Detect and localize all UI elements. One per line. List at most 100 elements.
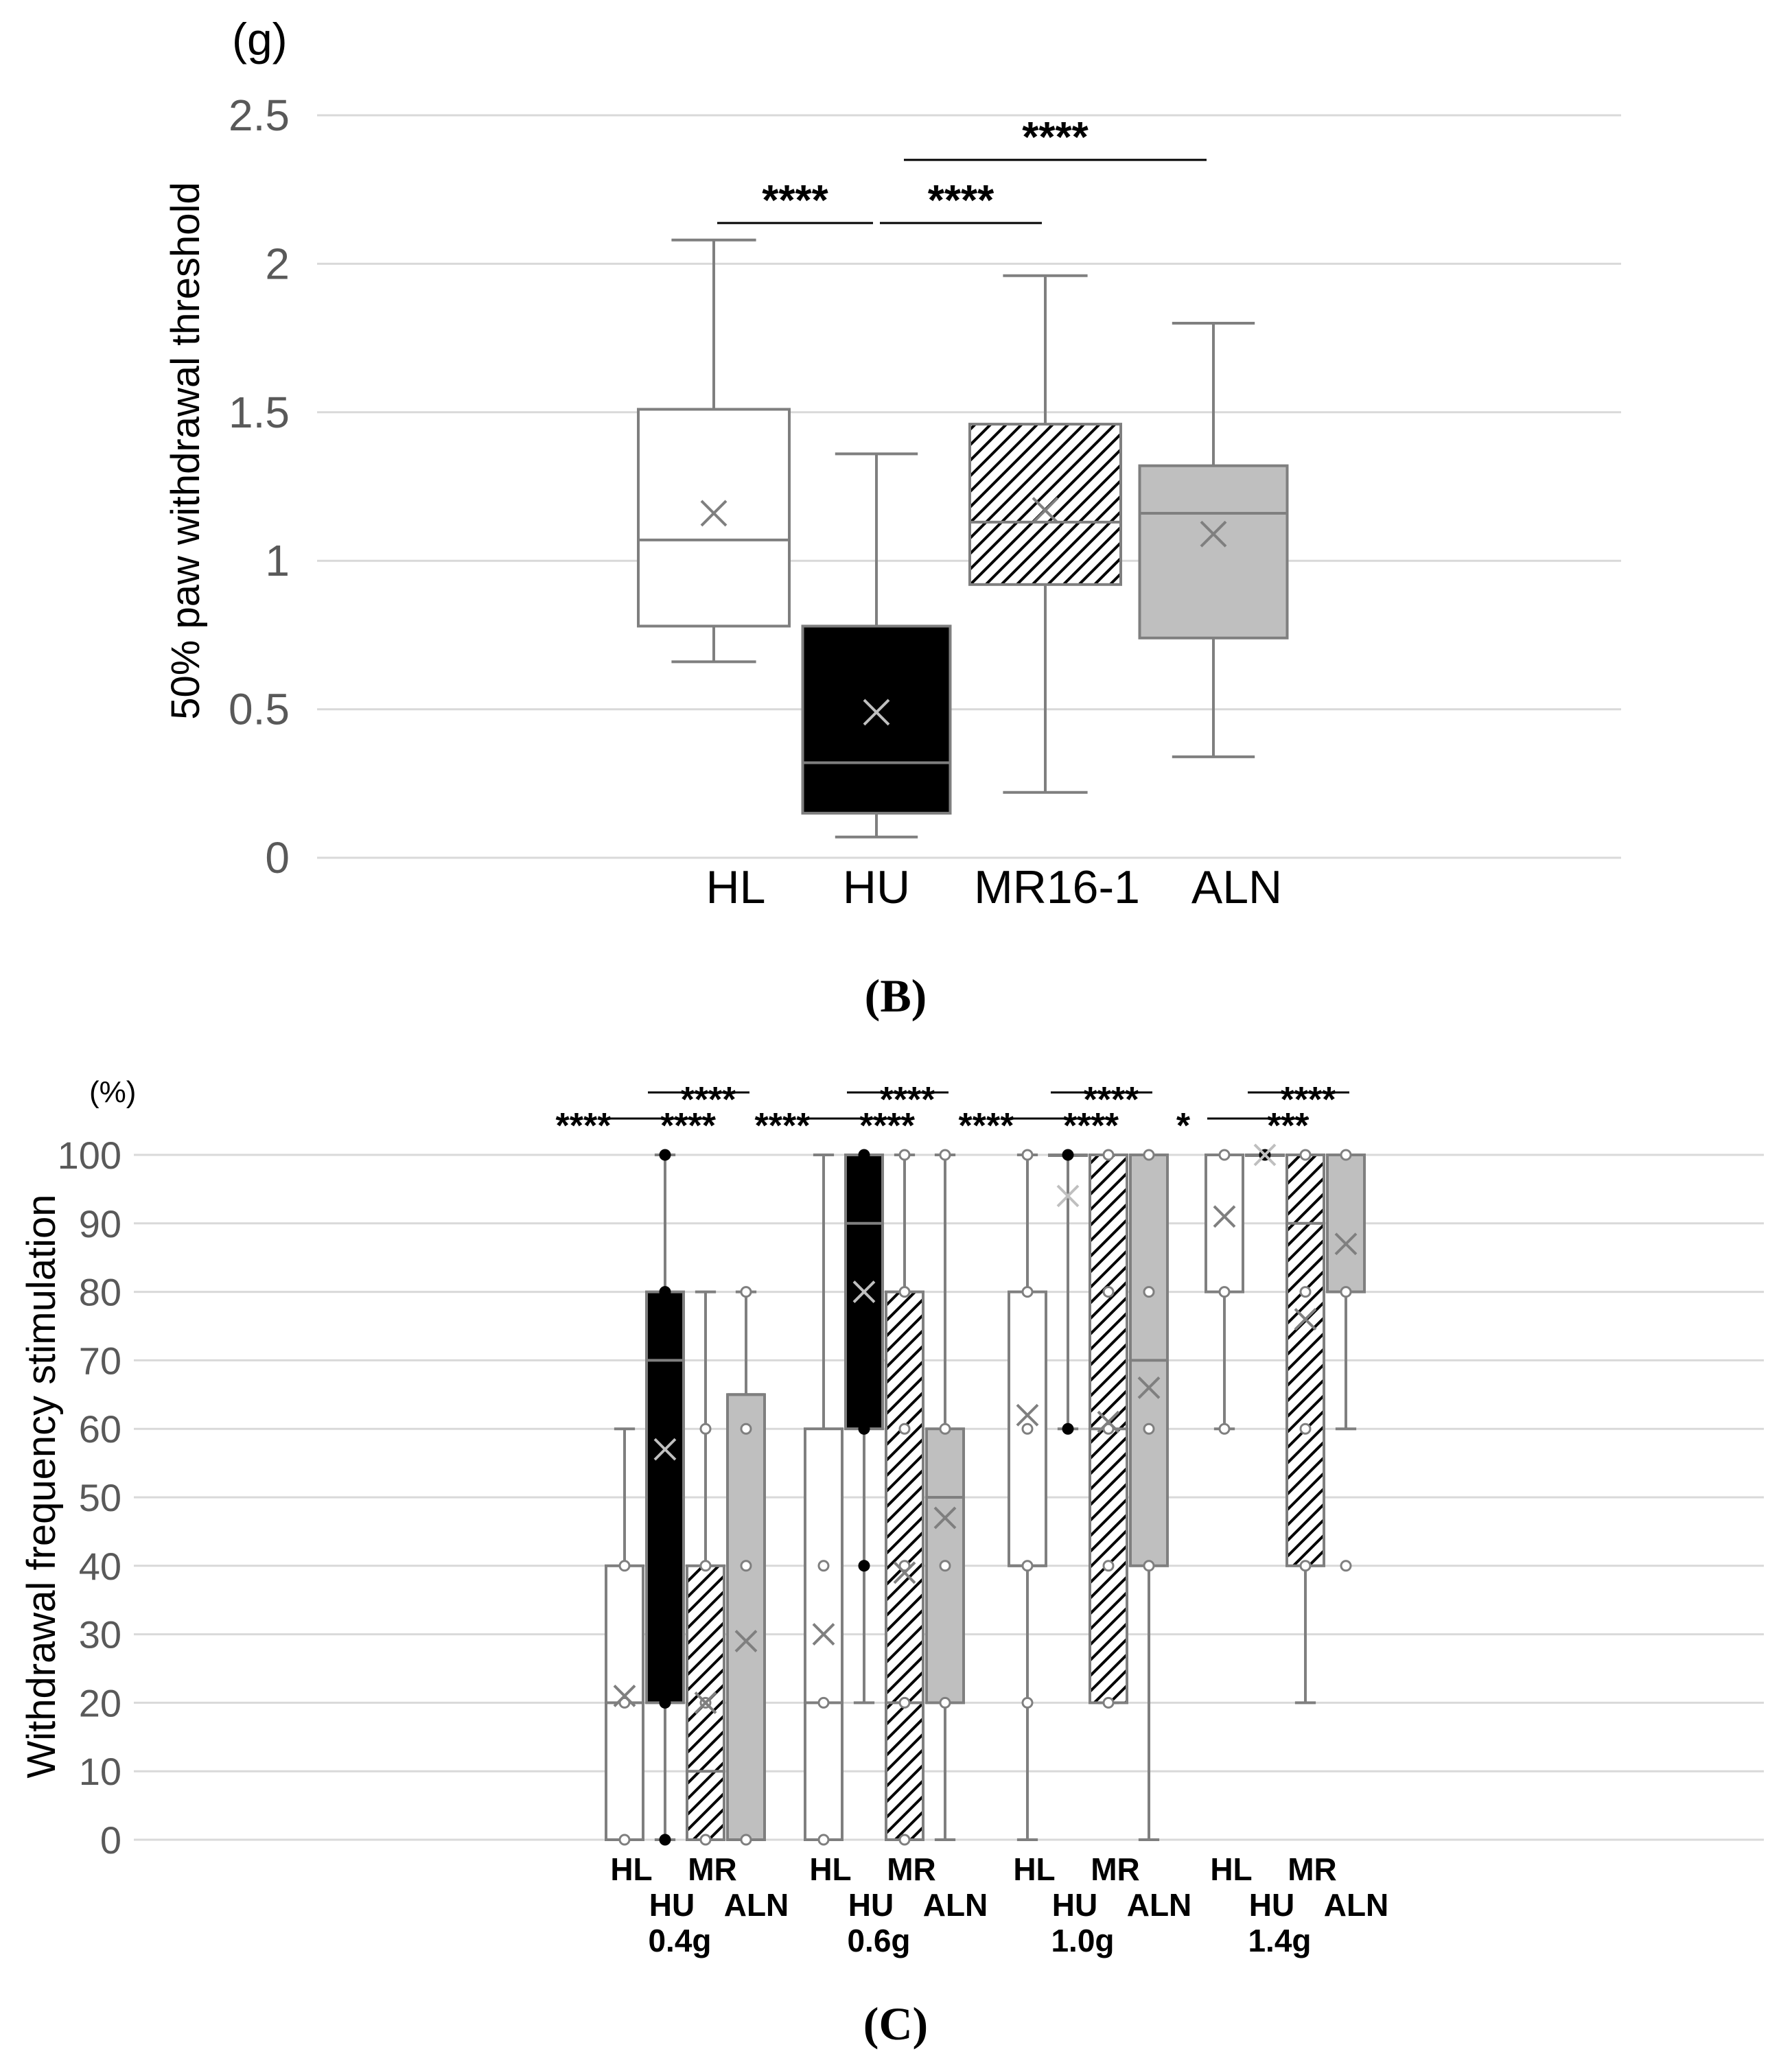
chart-c-1-4g-box-mr-point-0: [1299, 1560, 1312, 1572]
chart-b-x-label-aln: ALN: [1191, 861, 1282, 913]
chart-c-1-0g-sig-label-0: ****: [959, 1106, 1015, 1146]
chart-c-1-0g-box-hl-point-1: [1021, 1560, 1034, 1572]
chart-b-box-mr16-1-mean-marker: [1032, 497, 1059, 524]
chart-c-0-6g-label-aln: ALN: [923, 1887, 988, 1923]
chart-b-y-ticks: 0 0.5 1 1.5 2 2.5: [229, 91, 290, 882]
chart-c-1-0g-label-mr: MR: [1091, 1851, 1140, 1887]
chart-c-0-4g-box-hu-point-4: [659, 1286, 671, 1298]
chart-b-x-labels: HL HU MR16-1 ALN: [706, 861, 1283, 913]
chart-c-0-4g-box-mr-point-3: [699, 1423, 712, 1435]
chart-c-1-4g-box-mr-box: [1285, 1154, 1325, 1567]
chart-c-1-0g-label-hu: HU: [1052, 1887, 1097, 1923]
chart-b-sig-label-0: ****: [762, 177, 828, 224]
chart-c-0-4g-box-aln-point-1: [740, 1560, 752, 1572]
chart-c-0-4g-box-hu-point-5: [659, 1149, 671, 1161]
chart-c-0-4g-box-hu-point-2: [659, 1560, 671, 1572]
chart-c-0-4g-box-hu-point-0: [659, 1834, 671, 1846]
chart-c-0-4g-box-hl-mean-marker: [613, 1685, 636, 1707]
chart-c-y-tick-label: 20: [79, 1681, 121, 1724]
chart-c-1-0g-box-mr-point-2: [1102, 1423, 1115, 1435]
chart-c-y-tick-label: 80: [79, 1271, 121, 1314]
chart-b-y-axis-label: 50% paw withdrawal threshold: [163, 182, 208, 719]
chart-c-0-4g-label-hl: HL: [610, 1851, 652, 1887]
chart-c-1-0g-box-mr-point-0: [1102, 1696, 1115, 1709]
chart-c-0-4g-label-aln: ALN: [724, 1887, 789, 1923]
chart-c-0-6g-sig-label-0: ****: [755, 1106, 811, 1146]
chart-c-0-6g-label-hl: HL: [809, 1851, 851, 1887]
chart-c-1-0g-box-hu-point-0: [1062, 1423, 1074, 1435]
chart-c-0-6g-box-hl-point-0: [817, 1834, 830, 1846]
chart-c-1-0g-sig-label-1: ****: [1063, 1106, 1119, 1146]
chart-b-x-label-hu: HU: [843, 861, 910, 913]
chart-c-significance: **** ************ ************ ********* ***…: [556, 1080, 1349, 1146]
chart-b-significance: **** **** ****: [717, 114, 1207, 224]
chart-c-y-tick-label: 50: [79, 1476, 121, 1519]
chart-c-0-4g-box-mr-point-2: [699, 1560, 712, 1572]
chart-c-group-1-0g: [1008, 1149, 1169, 1841]
chart-c-0-6g-box-mr-point-4: [898, 1286, 911, 1298]
chart-c-0-4g-box-hu-point-3: [659, 1423, 671, 1435]
chart-c-0-6g-sig-label-1: ****: [859, 1106, 916, 1146]
chart-c-0-6g-box-mr-point-1: [898, 1696, 911, 1709]
chart-c-1-0g-box-hl-point-2: [1021, 1423, 1034, 1435]
chart-c-0-4g-box-aln-point-3: [740, 1286, 752, 1298]
chart-c-0-4g-box-hl-point-1: [618, 1696, 631, 1709]
chart-c-1-4g-box-aln-point-2: [1340, 1149, 1352, 1161]
chart-c-0-4g-box-mr-point-0: [699, 1834, 712, 1846]
chart-c-0-6g-box-hu-point-1: [858, 1423, 870, 1435]
chart-b-y-tick-label: 0.5: [229, 685, 290, 734]
chart-c-0-6g-box-mr-point-2: [898, 1560, 911, 1572]
chart-b-box-aln-box: [1138, 464, 1289, 640]
chart-b-y-tick-label: 1: [265, 536, 290, 585]
chart-c-1-0g-box-hu-mean-marker: [1056, 1184, 1080, 1208]
chart-c-0-4g-box-hu-point-1: [659, 1696, 671, 1709]
chart-b-y-tick-label: 2: [265, 239, 290, 288]
chart-c-1-4g-sig-label-1: ***: [1267, 1106, 1309, 1146]
chart-b-box-hl-box: [637, 408, 791, 628]
chart-c-y-tick-label: 0: [100, 1818, 121, 1862]
chart-c-1-4g-box-hl-mean-marker: [1213, 1205, 1236, 1228]
chart-c-group-label-0-6g: 0.6g: [847, 1923, 910, 1958]
chart-c-1-0g-box-hl-point-3: [1021, 1286, 1034, 1298]
chart-b-box-aln-mean-marker: [1200, 520, 1227, 548]
chart-c-1-0g-label-hl: HL: [1013, 1851, 1055, 1887]
chart-c-0-6g-label-mr: MR: [887, 1851, 936, 1887]
chart-b-box-hl-mean-marker: [700, 500, 728, 527]
chart-c-0-6g-label-hu: HU: [848, 1887, 894, 1923]
chart-c-1-4g-box-aln-box: [1326, 1154, 1366, 1294]
chart-c-1-0g-box-aln-point-1: [1143, 1423, 1155, 1435]
chart-c-0-4g-label-mr: MR: [688, 1851, 737, 1887]
chart-c-y-tick-label: 30: [79, 1613, 121, 1657]
chart-c-0-6g-box-hu-point-3: [858, 1149, 870, 1161]
chart-c-y-axis-label: Withdrawal frequency stimulation: [19, 1194, 64, 1778]
chart-c-y-tick-label: 70: [79, 1339, 121, 1382]
chart-c-group-label-0-4g: 0.4g: [648, 1923, 711, 1958]
chart-c-0-4g-box-hu-mean-marker: [653, 1438, 677, 1461]
chart-c-1-4g-sig-label-2: ****: [1281, 1080, 1337, 1120]
chart-c-1-4g-label-aln: ALN: [1324, 1887, 1389, 1923]
chart-c-1-0g-box-aln-point-3: [1143, 1149, 1155, 1161]
chart-c-1-4g-label-hl: HL: [1210, 1851, 1252, 1887]
chart-c-1-4g-box-aln-mean-marker: [1334, 1232, 1358, 1256]
chart-c-1-0g-box-mr-mean-marker: [1097, 1410, 1120, 1433]
chart-c-0-6g-box-aln-point-3: [939, 1149, 951, 1161]
chart-c-0-4g-box-hl-point-2: [618, 1560, 631, 1572]
chart-c-y-tick-label: 90: [79, 1202, 121, 1245]
chart-b-box-hu-mean-marker: [863, 699, 890, 726]
chart-c-y-ticks: 0 10 20 30 40 50 60 70 80 90 100: [58, 1134, 121, 1862]
chart-c-0-4g-box-hl-point-0: [618, 1834, 631, 1846]
chart-c-0-6g-box-aln-point-0: [939, 1696, 951, 1709]
chart-c-1-0g-box-aln-point-0: [1143, 1560, 1155, 1572]
chart-c-1-0g-box-mr-point-3: [1102, 1286, 1115, 1298]
chart-c-1-4g-box-hl-point-2: [1218, 1149, 1231, 1161]
chart-c-group-1-4g: [1205, 1143, 1366, 1705]
chart-c-0-6g-box-mr-point-5: [898, 1149, 911, 1161]
chart-c-0-4g-box-aln-point-2: [740, 1423, 752, 1435]
chart-c-1-0g-box-hl-point-0: [1021, 1696, 1034, 1709]
chart-c-group-0-4g: [605, 1149, 766, 1846]
chart-b-sig-label-1: ****: [928, 177, 994, 224]
chart-b-sig-label-2: ****: [1022, 114, 1089, 161]
chart-c-0-4g-sig-label-1: ****: [660, 1106, 717, 1146]
